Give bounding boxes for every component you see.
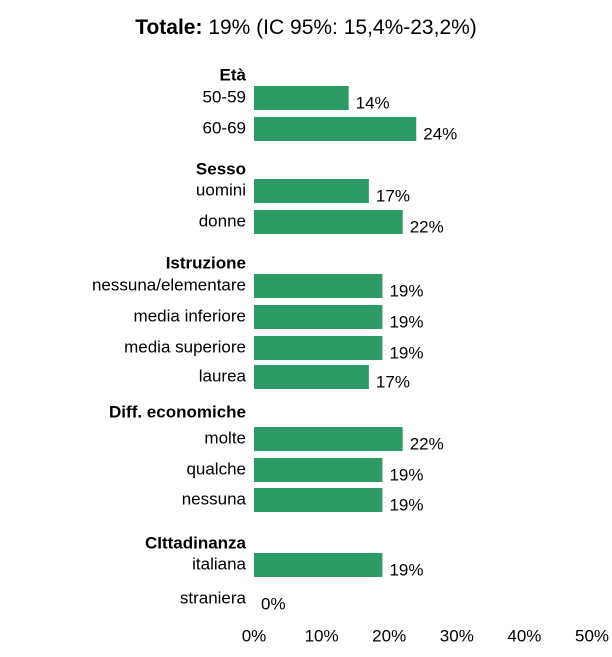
bar: [254, 305, 383, 329]
bar: [254, 553, 383, 577]
category-label: media superiore: [124, 337, 246, 356]
bar-value-label: 19%: [389, 281, 423, 300]
bar-value-label: 22%: [410, 434, 444, 453]
category-label: media inferiore: [134, 306, 246, 325]
chart-title-rest: 19% (IC 95%: 15,4%-23,2%): [202, 16, 477, 39]
bar-value-label: 22%: [410, 217, 444, 236]
category-label: italiana: [192, 554, 246, 573]
x-tick-label: 50%: [575, 626, 609, 645]
category-label: 60-69: [203, 118, 246, 137]
bar-value-label: 19%: [389, 495, 423, 514]
category-label: laurea: [199, 366, 247, 385]
bar: [254, 458, 383, 482]
category-label: uomini: [196, 180, 246, 199]
bar: [254, 117, 417, 141]
category-label: molte: [204, 428, 246, 447]
bar-value-label: 0%: [261, 594, 286, 613]
group-header: Istruzione: [166, 253, 246, 272]
group-header: CIttadinanza: [145, 533, 247, 552]
bar: [254, 210, 403, 234]
chart-title-bold: Totale:: [135, 16, 203, 39]
bar-value-label: 17%: [376, 186, 410, 205]
bar: [254, 336, 383, 360]
bar-value-label: 19%: [389, 465, 423, 484]
category-label: qualche: [186, 459, 246, 478]
bar-value-label: 24%: [423, 124, 457, 143]
category-label: nessuna/elementare: [92, 275, 246, 294]
category-label: donne: [199, 211, 246, 230]
bar: [254, 427, 403, 451]
chart-title: Totale: 19% (IC 95%: 15,4%-23,2%): [0, 16, 612, 40]
group-header: Diff. economiche: [109, 402, 246, 421]
bar: [254, 274, 383, 298]
x-tick-label: 10%: [305, 626, 339, 645]
bar-value-label: 19%: [389, 343, 423, 362]
group-header: Età: [220, 65, 247, 84]
x-tick-label: 40%: [507, 626, 541, 645]
bar-value-label: 14%: [356, 93, 390, 112]
bar: [254, 179, 369, 203]
bar-value-label: 19%: [389, 560, 423, 579]
category-label: straniera: [180, 588, 247, 607]
bar: [254, 86, 349, 110]
category-label: 50-59: [203, 87, 246, 106]
x-tick-label: 0%: [242, 626, 267, 645]
x-tick-label: 30%: [440, 626, 474, 645]
bar: [254, 488, 383, 512]
bar-value-label: 19%: [389, 312, 423, 331]
bar: [254, 365, 369, 389]
bar-value-label: 17%: [376, 372, 410, 391]
category-label: nessuna: [182, 489, 247, 508]
x-tick-label: 20%: [372, 626, 406, 645]
group-header: Sesso: [196, 159, 246, 178]
